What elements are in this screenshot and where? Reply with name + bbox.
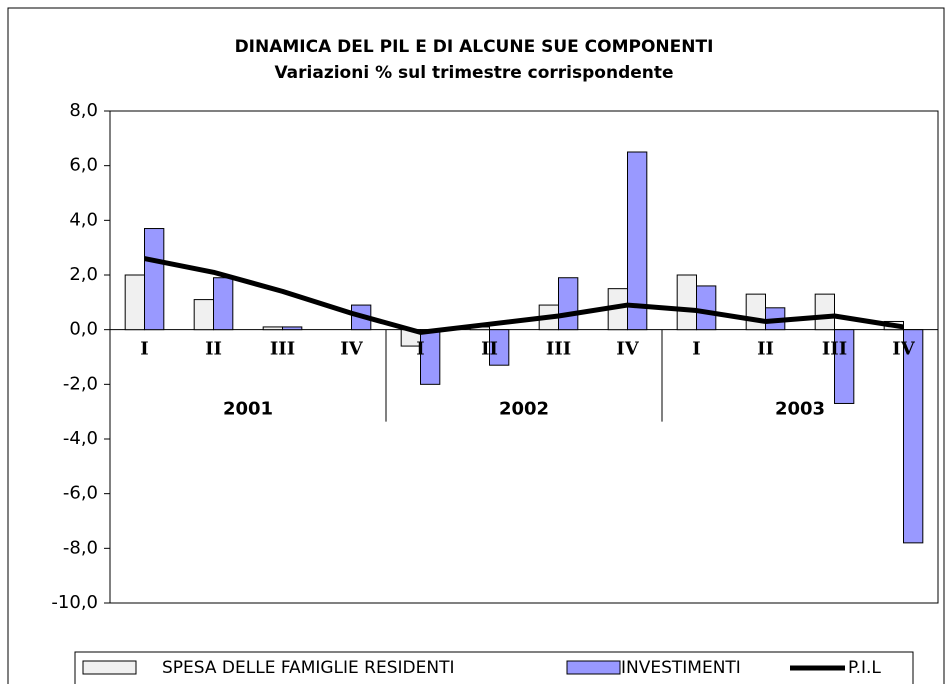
bar: [558, 277, 579, 331]
x-tick-label: IV: [892, 339, 915, 360]
bar: [489, 329, 510, 366]
x-group-label: 2002: [499, 399, 549, 420]
legend-swatch: [566, 660, 621, 675]
x-tick-label: IV: [340, 339, 363, 360]
bar: [834, 329, 855, 404]
legend-label: SPESA DELLE FAMIGLIE RESIDENTI: [162, 658, 454, 678]
x-tick-label: II: [481, 339, 498, 360]
x-tick-label: III: [270, 339, 295, 360]
bar: [193, 299, 214, 331]
x-tick-label: II: [757, 339, 774, 360]
bar: [696, 285, 717, 331]
chart-title: DINAMICA DEL PIL E DI ALCUNE SUE COMPONE…: [235, 37, 714, 57]
x-tick-label: I: [140, 339, 148, 360]
x-tick-label: III: [822, 339, 847, 360]
y-tick-label: -8,0: [63, 537, 98, 558]
y-tick-label: -2,0: [63, 373, 98, 394]
y-tick-label: -4,0: [63, 428, 98, 449]
bar: [676, 274, 697, 331]
y-tick-label: 4,0: [69, 209, 98, 230]
y-tick-label: 6,0: [69, 155, 98, 176]
line-series: [144, 256, 904, 335]
plot-area: [109, 110, 939, 604]
bar: [144, 228, 165, 331]
bar: [903, 329, 924, 544]
x-group-label: 2001: [223, 399, 273, 420]
y-tick-label: -10,0: [51, 592, 98, 613]
x-tick-label: I: [416, 339, 424, 360]
chart-border: [7, 7, 945, 684]
bar: [627, 151, 648, 331]
legend-label: INVESTIMENTI: [621, 658, 741, 678]
x-tick-label: III: [546, 339, 571, 360]
legend-box: [74, 651, 914, 684]
x-tick-label: IV: [616, 339, 639, 360]
x-tick-label: II: [205, 339, 222, 360]
chart-subtitle: Variazioni % sul trimestre corrispondent…: [274, 63, 673, 83]
legend-swatch: [82, 660, 137, 675]
bar: [262, 326, 283, 331]
x-group-label: 2003: [775, 399, 825, 420]
bar: [282, 326, 303, 331]
y-tick-label: 2,0: [69, 264, 98, 285]
y-tick-label: 8,0: [69, 100, 98, 121]
y-tick-label: 0,0: [69, 319, 98, 340]
bar: [213, 277, 234, 331]
bar: [745, 293, 766, 331]
bar: [124, 274, 145, 331]
x-tick-label: I: [692, 339, 700, 360]
bar: [814, 293, 835, 331]
legend-label: P.I.L: [848, 658, 881, 678]
y-tick-label: -6,0: [63, 483, 98, 504]
